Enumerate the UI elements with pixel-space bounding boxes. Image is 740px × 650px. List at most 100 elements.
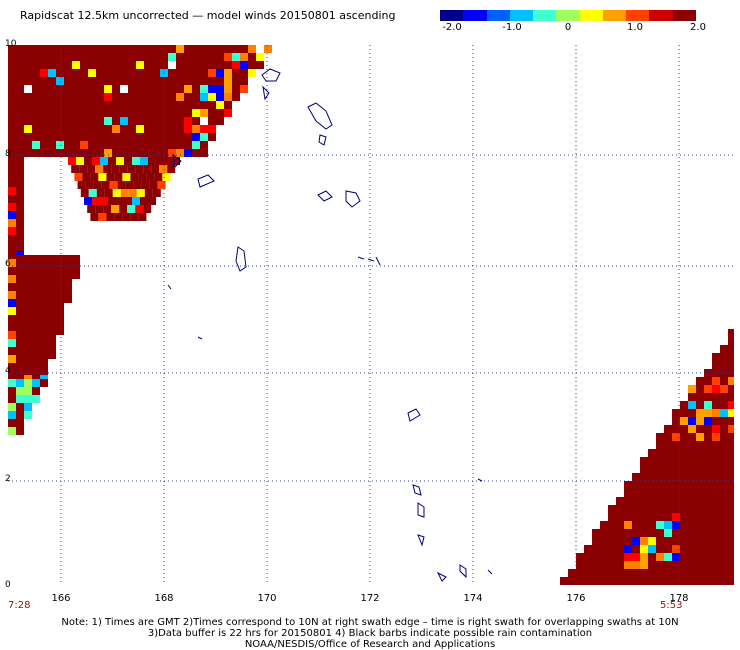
wind-cell [116,197,124,205]
wind-cell [48,125,56,133]
wind-cell [56,295,64,303]
wind-cell [712,441,720,449]
island-outlines [167,68,493,582]
x-axis-label: 168 [154,593,174,604]
wind-cell [712,433,720,441]
wind-cell [16,327,24,335]
wind-cell [192,93,200,101]
wind-cell [152,149,160,157]
wind-cell [84,197,92,205]
wind-cell [80,93,88,101]
wind-cell [608,577,616,585]
wind-cell [704,417,712,425]
wind-cell [8,163,16,171]
wind-cell [680,529,688,537]
wind-cell [672,569,680,577]
wind-cell [728,513,734,521]
wind-cell [56,141,64,149]
wind-cell [704,505,712,513]
wind-cell [16,419,24,427]
wind-cell [48,109,56,117]
wind-cell [176,85,184,93]
wind-cell [32,311,40,319]
wind-cell [56,271,64,279]
wind-cell [40,263,48,271]
wind-cell [184,133,192,141]
wind-cell [152,61,160,69]
wind-cell [16,85,24,93]
wind-cell [88,93,96,101]
wind-cell [696,569,704,577]
wind-cell [192,109,200,117]
wind-cell [24,303,32,311]
wind-cell [120,101,128,109]
wind-cell [56,263,64,271]
wind-cell [122,173,131,181]
note-line-2: 3)Data buffer is 22 hrs for 20150801 4) … [147,628,593,639]
wind-cell [640,457,648,465]
wind-cell [696,577,704,585]
wind-cell [152,85,160,93]
wind-cell [136,53,144,61]
wind-cell [82,173,91,181]
wind-cell [112,85,120,93]
wind-cell [208,109,216,117]
wind-cell [720,345,728,353]
wind-cell [56,327,64,335]
wind-cell [144,69,152,77]
wind-cell [200,45,208,53]
wind-cell [696,449,704,457]
wind-cell [616,545,624,553]
wind-cell [40,367,48,375]
wind-cell [624,561,632,569]
wind-cell [8,267,16,275]
wind-cell [112,125,120,133]
wind-cell [144,45,152,53]
wind-cell [200,109,208,117]
wind-cell [120,141,128,149]
wind-cell [16,203,24,211]
wind-cell [120,117,128,125]
wind-cell [632,561,640,569]
wind-cell [40,351,48,359]
wind-cell [592,529,600,537]
wind-cell [696,545,704,553]
wind-cell [640,537,648,545]
wind-cell [712,473,720,481]
wind-cell [24,287,32,295]
wind-cell [40,319,48,327]
wind-cell [664,545,672,553]
wind-cell [48,85,56,93]
wind-cell [648,489,656,497]
wind-cell [48,61,56,69]
wind-cell [24,395,32,403]
wind-cell [704,401,712,409]
wind-cell [680,433,688,441]
wind-cell [712,481,720,489]
wind-cell [8,363,16,371]
wind-cell [24,77,32,85]
wind-cell [608,513,616,521]
wind-cell [712,521,720,529]
wind-cell [648,457,656,465]
wind-cell [8,85,16,93]
wind-cell [672,553,680,561]
wind-cell [40,255,48,263]
wind-cell [720,401,728,409]
wind-cell [672,505,680,513]
wind-cell [696,417,704,425]
wind-cell [8,227,16,235]
wind-cell [656,569,664,577]
wind-cell [656,529,664,537]
wind-cell [104,61,112,69]
wind-cell [40,149,48,157]
wind-cell [140,197,148,205]
wind-cell [592,561,600,569]
wind-cell [16,117,24,125]
wind-cell [688,569,696,577]
wind-cell [616,513,624,521]
wind-cell [32,69,40,77]
wind-cell [184,85,192,93]
wind-cell [168,93,176,101]
wind-cell [48,53,56,61]
